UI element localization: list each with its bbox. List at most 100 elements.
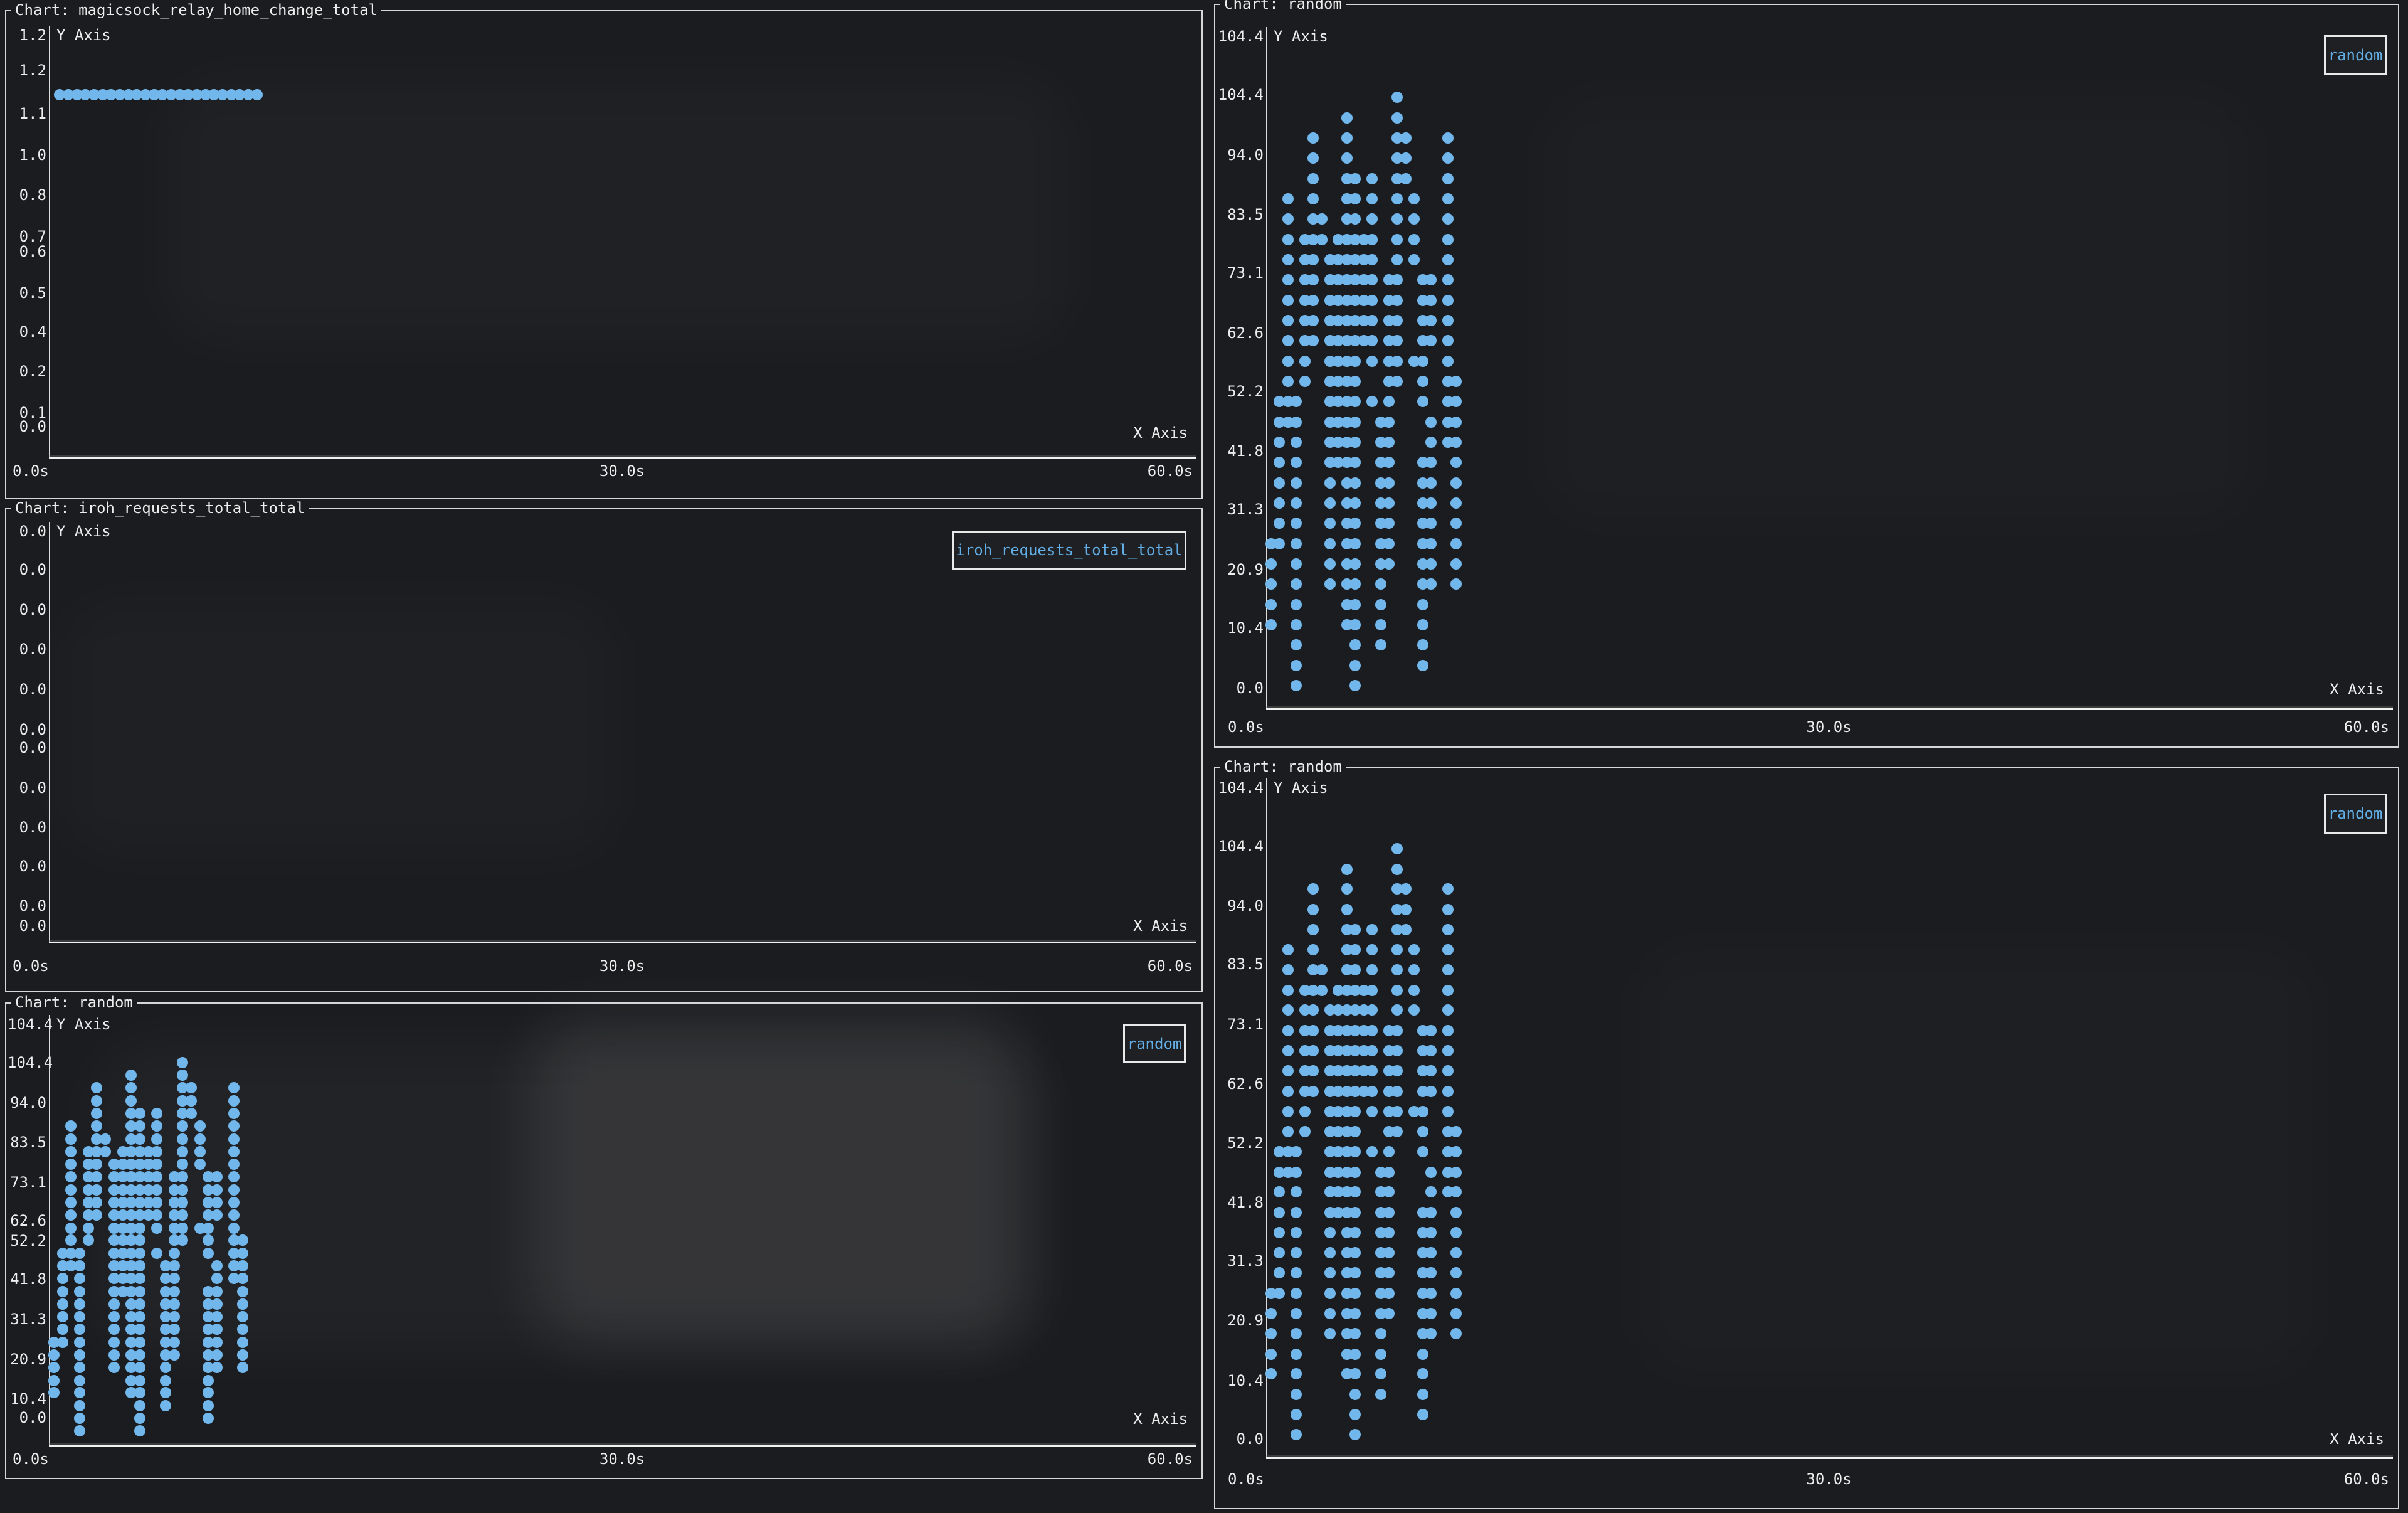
data-point	[1307, 173, 1319, 184]
y-tick-label: 41.8	[10, 1270, 46, 1288]
data-point	[159, 1399, 171, 1411]
data-point	[228, 1158, 240, 1170]
data-point	[1349, 1328, 1361, 1340]
data-point	[1366, 1085, 1378, 1097]
x-tick-label: 0.0s	[1228, 718, 1264, 736]
data-point	[1450, 416, 1462, 428]
y-tick-label: 0.0	[19, 601, 46, 618]
x-tick-label: 0.0s	[1228, 1470, 1264, 1488]
data-point	[228, 1234, 240, 1246]
data-point	[1291, 679, 1302, 691]
data-point	[1366, 1064, 1378, 1076]
data-point	[134, 1145, 145, 1157]
data-point	[65, 1234, 77, 1246]
data-point	[211, 1349, 223, 1361]
data-point	[228, 1082, 240, 1094]
data-point	[1391, 335, 1403, 347]
data-point	[1391, 294, 1403, 306]
data-point	[125, 1310, 137, 1322]
data-point	[185, 1082, 197, 1094]
data-point	[168, 1285, 180, 1297]
data-point	[125, 1196, 137, 1208]
data-point	[1375, 1368, 1386, 1380]
data-point	[1265, 618, 1277, 630]
data-point	[1366, 213, 1378, 225]
y-tick-label: 0.0	[19, 1409, 46, 1426]
data-point	[108, 1196, 120, 1208]
data-point	[1291, 618, 1302, 630]
data-point	[134, 1374, 145, 1386]
y-axis-title: Y Axis	[1274, 28, 1328, 45]
data-point	[108, 1285, 120, 1297]
data-point	[1349, 1348, 1361, 1360]
data-point	[228, 1171, 240, 1183]
data-point	[1274, 497, 1286, 509]
data-point	[1291, 497, 1302, 509]
data-point	[1291, 518, 1302, 529]
data-point	[65, 1158, 77, 1170]
y-tick-label: 0.0	[19, 819, 46, 836]
data-point	[1417, 1125, 1428, 1137]
data-point	[1417, 639, 1428, 651]
data-point	[1391, 843, 1403, 854]
data-point	[203, 1413, 214, 1425]
data-point	[1450, 1206, 1462, 1218]
data-point	[1341, 132, 1353, 144]
data-point	[1408, 233, 1420, 245]
data-point	[168, 1247, 180, 1259]
data-point	[48, 1349, 60, 1361]
data-point	[1366, 294, 1378, 306]
data-point	[48, 1362, 60, 1374]
data-point	[151, 1196, 163, 1208]
data-point	[1282, 1024, 1294, 1036]
data-point	[203, 1234, 214, 1246]
data-point	[194, 1145, 206, 1157]
data-point	[1299, 355, 1311, 367]
x-axis-title: X Axis	[2330, 681, 2384, 698]
data-point	[91, 1196, 103, 1208]
data-point	[228, 1196, 240, 1208]
y-tick-label: 31.3	[1227, 1252, 1264, 1270]
data-point	[1349, 193, 1361, 204]
y-tick-label: 104.4	[1218, 28, 1264, 45]
y-axis-line	[49, 1015, 50, 1445]
data-point	[1450, 1186, 1462, 1198]
data-point	[1375, 1348, 1386, 1360]
data-point	[148, 89, 160, 101]
data-point	[1291, 639, 1302, 651]
data-point	[134, 1310, 145, 1322]
data-point	[1442, 924, 1454, 936]
data-point	[203, 1285, 214, 1297]
data-point	[1274, 518, 1286, 529]
data-point	[1391, 112, 1403, 124]
data-point	[108, 1324, 120, 1335]
data-point	[65, 1171, 77, 1183]
data-point	[56, 1285, 68, 1297]
y-axis-title: Y Axis	[56, 26, 111, 44]
data-point	[1366, 1045, 1378, 1057]
data-point	[228, 1222, 240, 1234]
data-point	[125, 1120, 137, 1132]
data-point	[1408, 253, 1420, 265]
data-point	[1366, 964, 1378, 976]
data-point	[225, 89, 237, 101]
data-point	[1282, 1085, 1294, 1097]
data-point	[117, 1234, 129, 1246]
data-point	[1383, 1166, 1395, 1178]
data-point	[134, 1171, 145, 1183]
y-tick-label: 0.0	[19, 897, 46, 915]
data-point	[159, 1362, 171, 1374]
data-point	[1265, 1307, 1277, 1319]
data-point	[82, 1234, 94, 1246]
data-point	[1366, 335, 1378, 347]
data-point	[1274, 477, 1286, 489]
chart-title: Chart: random	[1220, 757, 1346, 776]
data-point	[1442, 274, 1454, 286]
y-axis-line	[49, 26, 50, 457]
data-point	[228, 1247, 240, 1259]
data-point	[1307, 193, 1319, 204]
y-tick-label: 41.8	[1227, 442, 1264, 460]
data-point	[1391, 314, 1403, 326]
data-point	[228, 1184, 240, 1196]
data-point	[134, 1158, 145, 1170]
